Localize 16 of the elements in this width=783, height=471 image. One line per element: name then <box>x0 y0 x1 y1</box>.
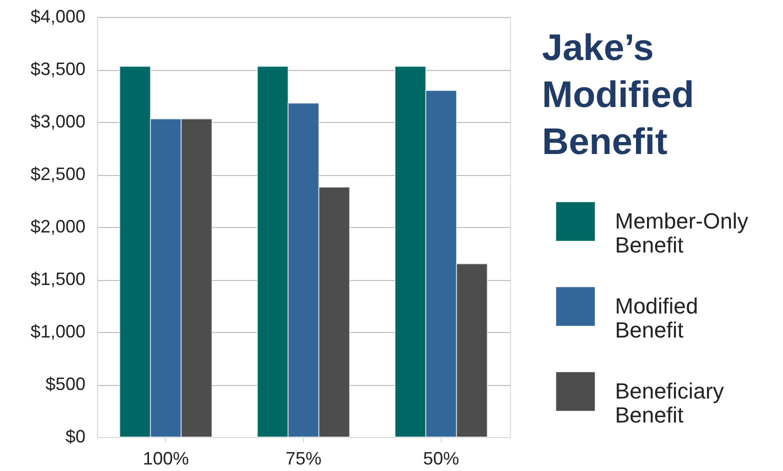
y-tick-label: $1,000 <box>30 322 86 342</box>
y-tick-label: $2,000 <box>30 216 86 236</box>
x-tick-label: 50% <box>423 448 460 468</box>
legend-label: Modified Benefit <box>615 294 698 342</box>
y-tick-label: $4,000 <box>30 6 86 26</box>
y-tick-label: $3,500 <box>30 59 86 79</box>
x-tick-label: 75% <box>285 448 322 468</box>
y-tick-label: $500 <box>45 374 86 394</box>
x-tick-label: 100% <box>142 448 189 468</box>
y-tick-label: $0 <box>65 426 86 446</box>
y-tick-label: $2,500 <box>30 164 86 184</box>
legend-label: Beneficiary Benefit <box>615 378 724 428</box>
text: Jake’s Modified Benefit <box>542 27 694 162</box>
legend-label: Member-Only Benefit <box>615 208 748 258</box>
y-tick-label: $1,500 <box>30 269 86 289</box>
y-tick-label: $3,000 <box>30 112 86 132</box>
